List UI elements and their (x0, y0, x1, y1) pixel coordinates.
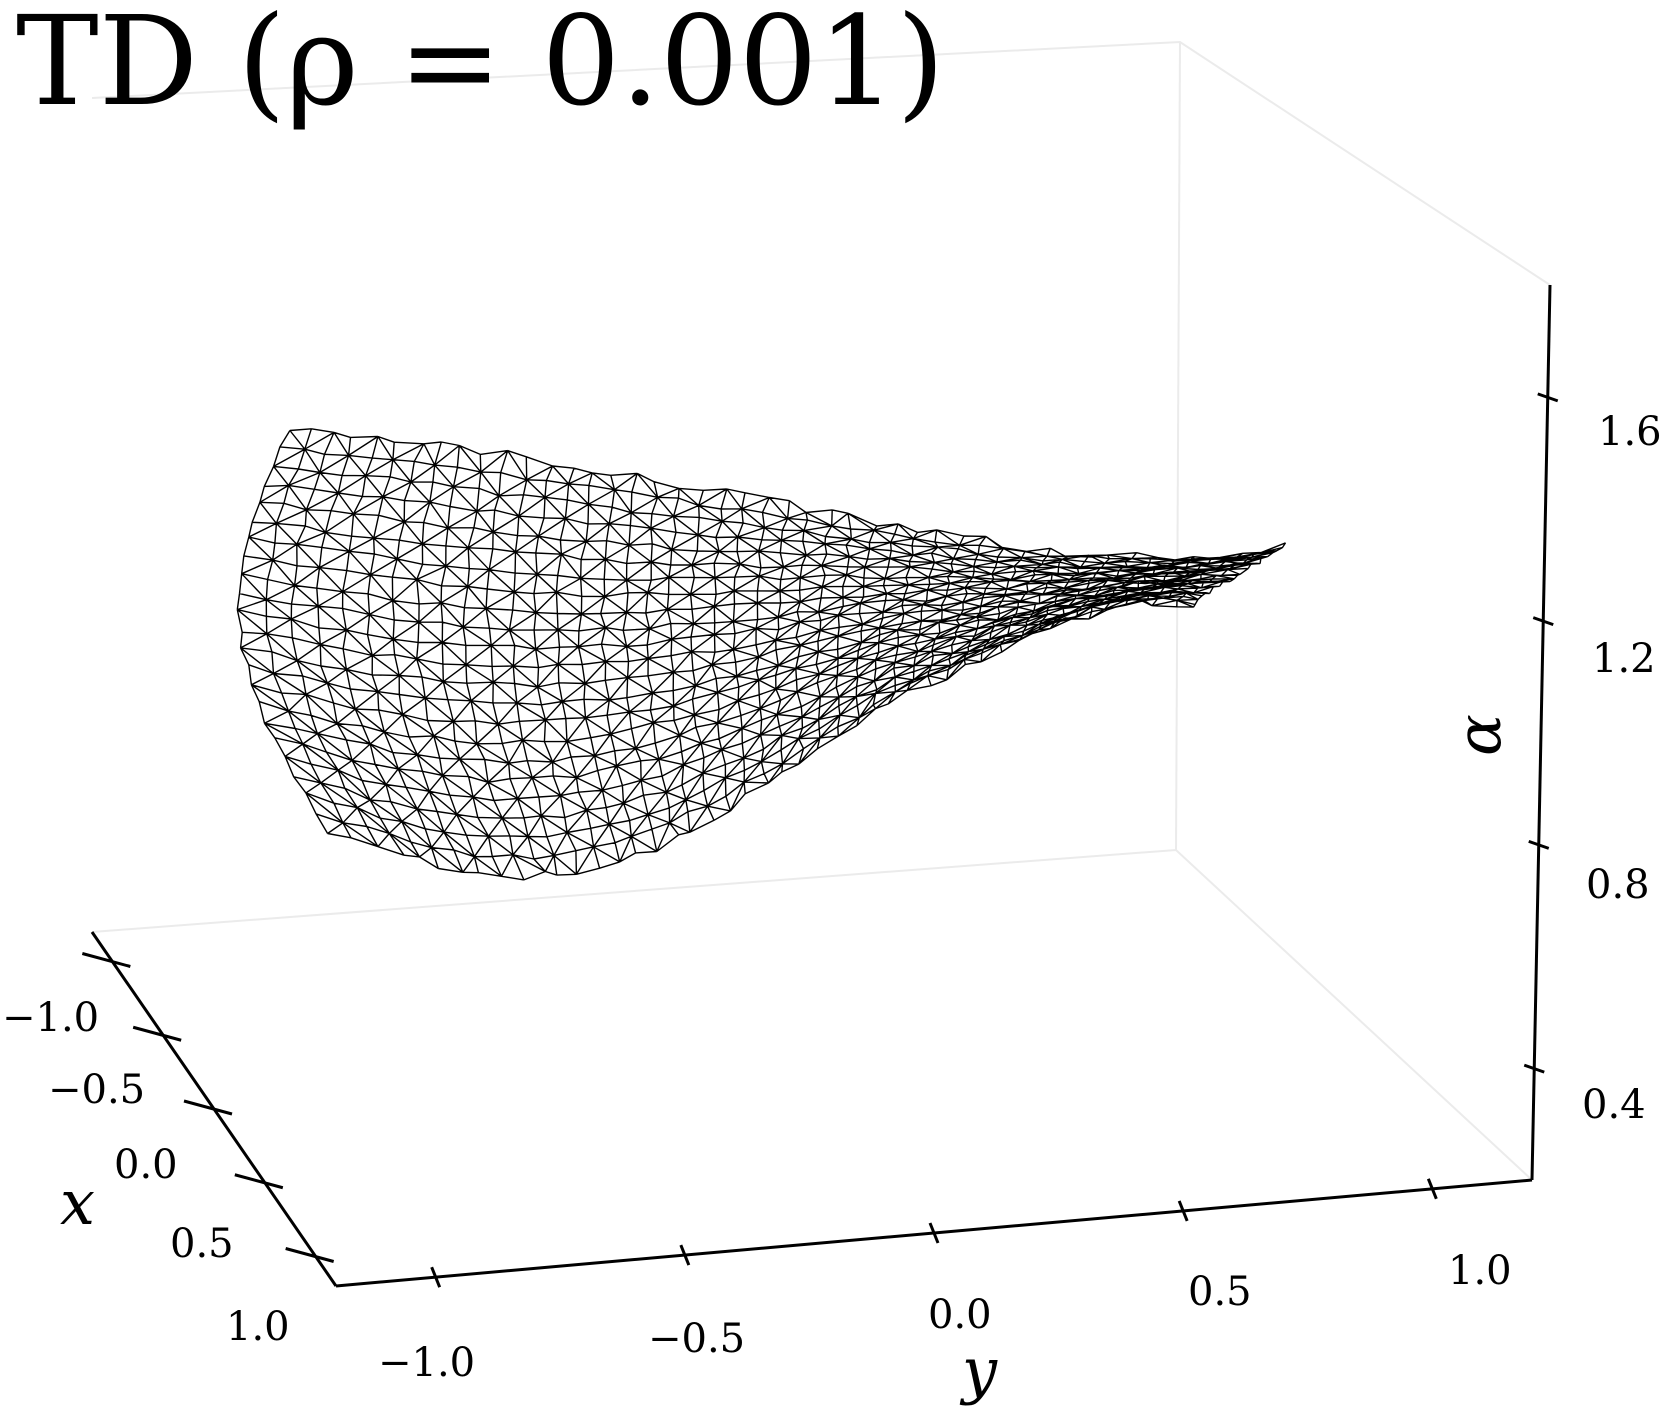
x-tick-label: −1.0 (2, 995, 99, 1041)
y-axis-tick (679, 1244, 691, 1266)
z-axis-tick (1528, 839, 1550, 850)
z-tick-label: 0.4 (1582, 1082, 1646, 1128)
x-axis-tick (132, 1025, 182, 1042)
x-axis-tick (183, 1099, 233, 1116)
x-axis-label: x (60, 1166, 95, 1239)
y-tick-label: −1.0 (378, 1340, 475, 1386)
y-tick-label: −0.5 (648, 1316, 745, 1362)
y-tick-label: 1.0 (1448, 1248, 1512, 1294)
y-tick-labels: −1.0 −0.5 0.0 0.5 1.0 (378, 1248, 1512, 1386)
y-axis-tick (1426, 1178, 1438, 1200)
z-axis-tick (1537, 392, 1559, 403)
floor-back-edges (91, 848, 1533, 1181)
x-tick-label: 0.5 (170, 1221, 234, 1267)
surface-wireframe (236, 428, 1287, 881)
axes (81, 284, 1559, 1288)
y-axis-tick (928, 1222, 940, 1244)
z-tick-label: 0.8 (1586, 862, 1650, 908)
y-axis-label: y (959, 1334, 998, 1407)
z-tick-label: 1.6 (1598, 409, 1662, 455)
x-axis-tick (81, 952, 131, 968)
y-tick-label: 0.0 (928, 1292, 992, 1338)
z-axis-tick (1523, 1063, 1545, 1074)
z-axis-label: α (1442, 714, 1515, 756)
z-tick-labels: 0.4 0.8 1.2 1.6 (1582, 409, 1662, 1128)
y-tick-label: 0.5 (1188, 1269, 1252, 1315)
x-axis-tick (234, 1173, 284, 1190)
surface-mesh-lines (236, 428, 1287, 881)
z-axis-line (1530, 284, 1552, 1181)
z-tick-label: 1.2 (1592, 636, 1656, 682)
x-tick-label: 1.0 (226, 1304, 290, 1350)
y-axis-tick (1177, 1200, 1189, 1222)
x-tick-label: −0.5 (48, 1067, 145, 1113)
chart-title: TD (ρ = 0.001) (16, 0, 945, 134)
y-axis-tick (430, 1266, 442, 1288)
x-tick-label: 0.0 (114, 1142, 178, 1188)
back-pane-vertical-edge (1175, 41, 1181, 851)
z-axis-tick (1532, 616, 1554, 627)
pane-edges (91, 40, 1551, 1181)
x-tick-labels: −1.0 −0.5 0.0 0.5 1.0 (2, 995, 290, 1350)
x-axis-tick (285, 1247, 335, 1263)
